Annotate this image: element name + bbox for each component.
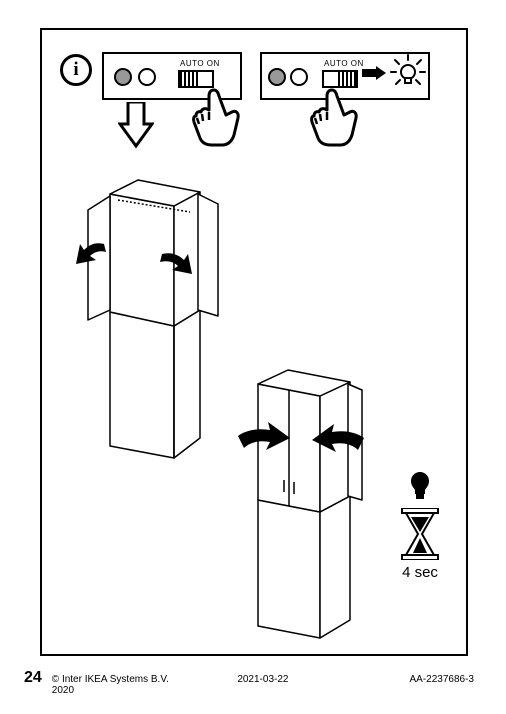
switch-label-1: AUTO ON <box>180 59 220 68</box>
indicator-dot-white <box>138 68 156 86</box>
info-icon: i <box>60 54 92 86</box>
lightbulb-off-icon <box>408 470 432 500</box>
indicator-dot-gray <box>114 68 132 86</box>
cabinet-doors-close-illustration <box>234 360 374 640</box>
arrow-right-icon <box>362 66 386 80</box>
hourglass-icon <box>400 508 440 560</box>
hand-pointing-icon <box>310 88 360 148</box>
toggle-switch-auto <box>178 70 214 88</box>
copyright-text: © Inter IKEA Systems B.V. 2020 <box>52 674 193 696</box>
switch-knob <box>338 72 356 86</box>
document-id: AA-2237686-3 <box>333 674 484 685</box>
switch-knob <box>180 72 198 86</box>
switch-label-2: AUTO ON <box>324 59 364 68</box>
cabinet-doors-open-illustration <box>70 160 220 460</box>
timer-indicator: 4 sec <box>390 470 450 581</box>
toggle-switch-on <box>322 70 358 88</box>
lightbulb-on-icon <box>390 54 426 90</box>
info-symbol: i <box>73 59 78 81</box>
page-number: 24 <box>24 669 42 687</box>
indicator-dot-gray <box>268 68 286 86</box>
timer-duration-label: 4 sec <box>390 564 450 581</box>
page-frame: i AUTO ON AUTO ON <box>40 28 468 656</box>
hand-pointing-icon <box>192 88 242 148</box>
arrow-down-icon <box>118 102 154 152</box>
page-footer: 24 © Inter IKEA Systems B.V. 2020 2021-0… <box>24 669 484 696</box>
document-date: 2021-03-22 <box>193 674 334 685</box>
indicator-dot-white <box>290 68 308 86</box>
